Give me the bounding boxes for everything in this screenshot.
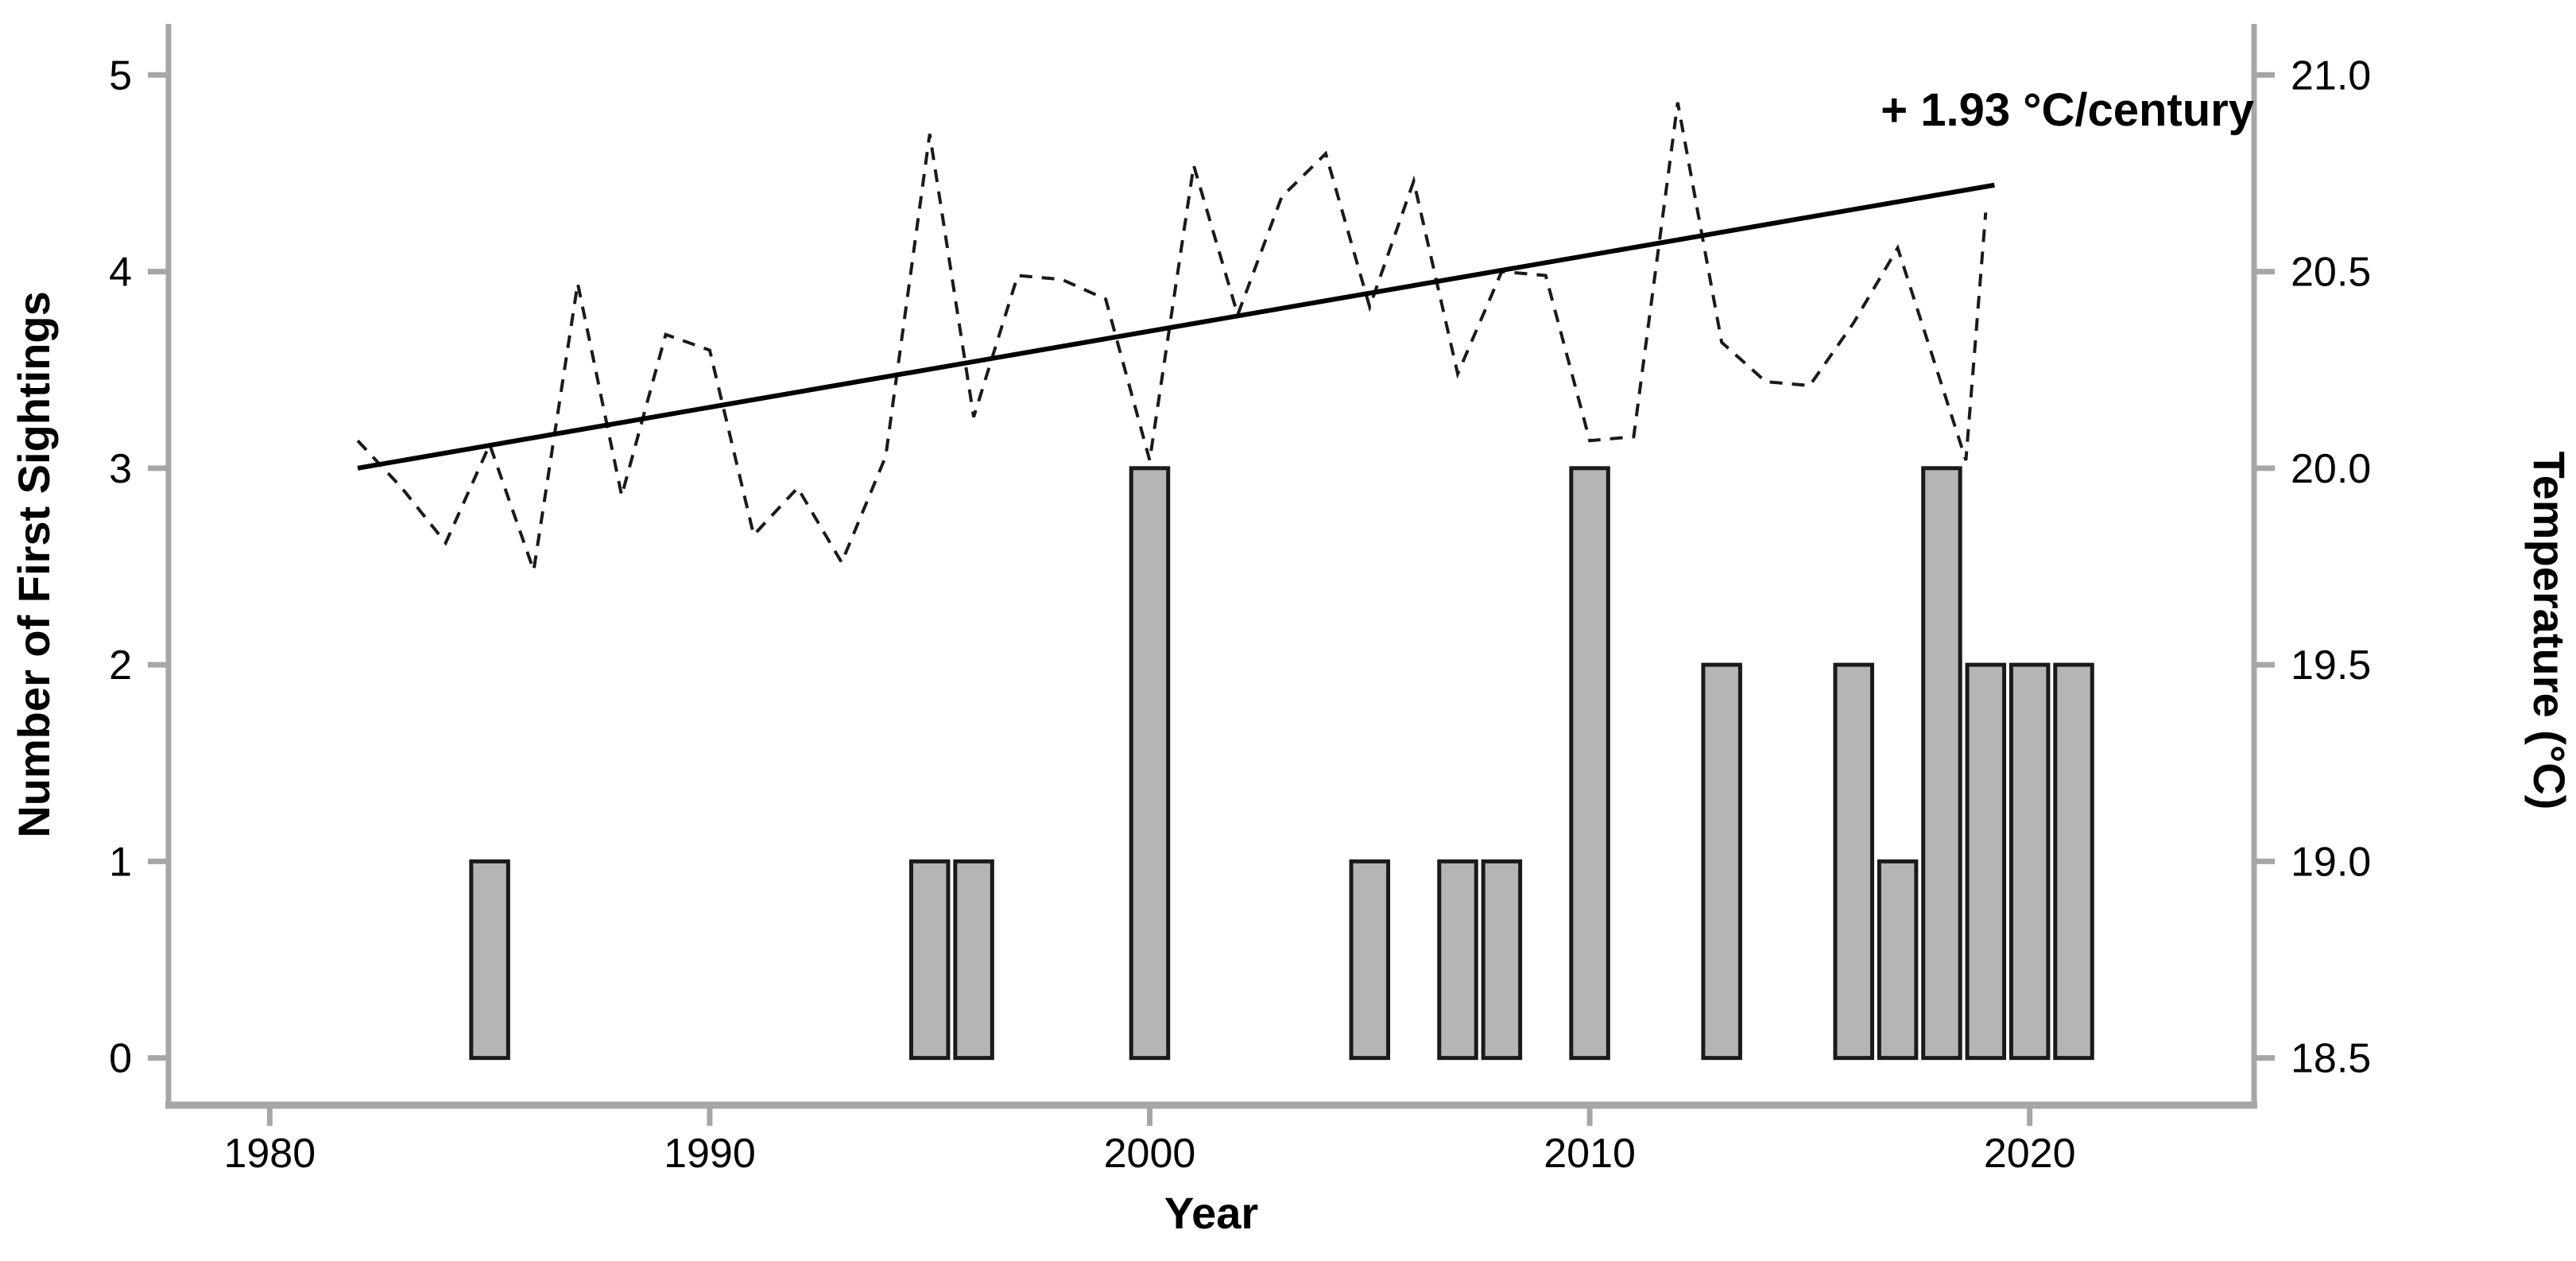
right-y-tick-label: 20.0 (2291, 446, 2371, 492)
bar-1985 (469, 859, 510, 1061)
bar-1995 (908, 859, 951, 1061)
left-y-tick-label: 5 (109, 52, 132, 99)
bar-2005 (1349, 859, 1391, 1061)
axis-spines (165, 24, 2257, 1109)
trend-annotation: + 1.93 °C/century (1881, 84, 2254, 136)
temperature-line-path (356, 102, 1988, 572)
left-y-tick-label: 0 (109, 1036, 132, 1082)
bar-2007 (1437, 859, 1478, 1061)
temperature-dashed-line (356, 102, 1988, 572)
bar-2020 (2009, 662, 2051, 1061)
right-y-tick-label: 20.5 (2291, 250, 2371, 296)
bar-1996 (953, 859, 994, 1061)
axis-tick-marks (148, 72, 2275, 1126)
right-y-tick-label: 19.5 (2291, 642, 2371, 689)
right-y-tick-label: 19.0 (2291, 839, 2371, 885)
left-y-tick-label: 2 (109, 642, 132, 689)
x-tick-label: 2010 (1544, 1131, 1636, 1177)
right-y-tick-label: 18.5 (2291, 1036, 2371, 1082)
right-y-axis-title: Temperature (°C) (2524, 452, 2574, 810)
bar-2017 (1877, 859, 1919, 1061)
right-y-tick-label: 21.0 (2291, 52, 2371, 99)
bar-2016 (1833, 662, 1874, 1061)
left-y-axis-title: Number of First Sightings (9, 291, 59, 838)
bar-2018 (1921, 466, 1962, 1061)
left-y-tick-label: 3 (109, 446, 132, 492)
bar-2010 (1569, 466, 1610, 1061)
x-tick-label: 2000 (1104, 1131, 1196, 1177)
bar-2019 (1965, 662, 2007, 1061)
x-tick-label: 2020 (1984, 1131, 2076, 1177)
trend-line-path (357, 182, 1995, 471)
x-tick-label: 1980 (223, 1131, 316, 1177)
left-y-tick-label: 1 (109, 839, 132, 885)
bar-2000 (1129, 466, 1171, 1061)
bar-2013 (1701, 662, 1742, 1061)
temperature-trend-line (357, 182, 1995, 471)
bar-2021 (2053, 662, 2094, 1061)
first-sightings-bars (469, 466, 2094, 1061)
x-tick-label: 1990 (664, 1131, 756, 1177)
x-axis-title: Year (1164, 1188, 1258, 1238)
left-y-tick-label: 4 (109, 250, 132, 296)
axis-tick-labels: 1980 1990 2000 2010 2020 0 1 2 3 4 5 18.5 19.0 19.5 20… (109, 52, 2371, 1177)
bar-2008 (1481, 859, 1523, 1061)
